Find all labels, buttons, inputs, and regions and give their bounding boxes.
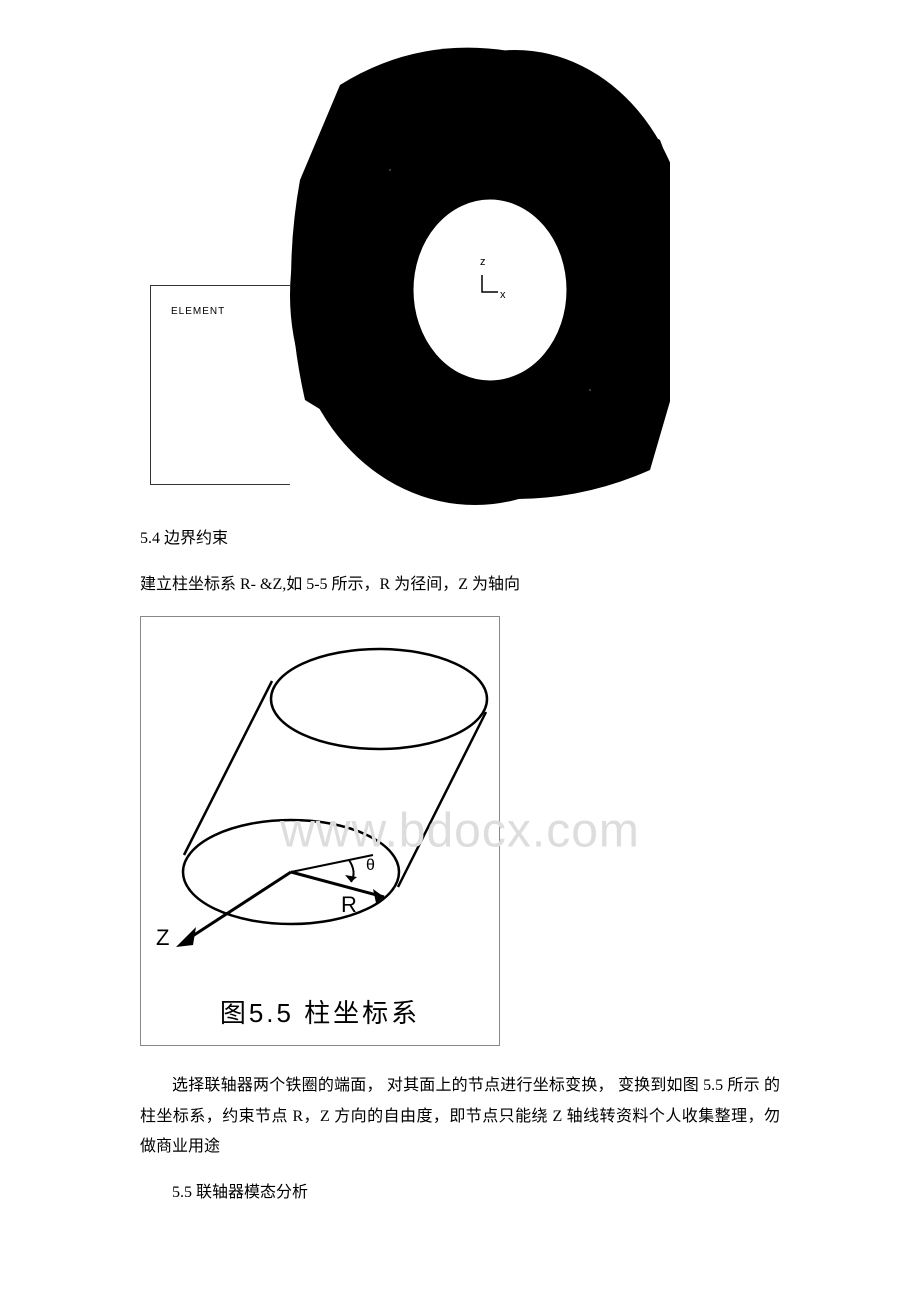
document-content: z x ELEMENT 5.4 边界约束 建立柱坐标系 R- &Z,如 5-5 … bbox=[140, 40, 780, 1209]
coord-x-label: x bbox=[500, 289, 506, 301]
r-axis-label: R bbox=[341, 892, 357, 918]
coord-z-label: z bbox=[480, 256, 486, 268]
element-label: ELEMENT bbox=[171, 306, 225, 317]
element-label-box: ELEMENT bbox=[150, 285, 290, 485]
z-axis-label: Z bbox=[156, 925, 169, 951]
section-5-4-heading: 5.4 边界约束 bbox=[140, 525, 780, 554]
section-5-5-heading: 5.5 联轴器模态分析 bbox=[140, 1178, 780, 1208]
theta-label: θ bbox=[366, 857, 375, 875]
figure-wrapper: www.bdocx.com bbox=[140, 616, 780, 1046]
figure-5-4-tire: z x ELEMENT bbox=[140, 40, 670, 505]
section-5-4-body: 选择联轴器两个铁圈的端面， 对其面上的节点进行坐标变换， 变换到如图 5.5 所… bbox=[140, 1071, 780, 1162]
figure-5-5-cylinder: R Z θ 图5.5 柱坐标系 bbox=[140, 616, 500, 1046]
cylinder-diagram bbox=[141, 617, 501, 1047]
figure-5-5-caption: 图5.5 柱坐标系 bbox=[141, 993, 499, 1030]
section-5-4-intro: 建立柱坐标系 R- &Z,如 5-5 所示，R 为径间，Z 为轴向 bbox=[140, 570, 780, 600]
